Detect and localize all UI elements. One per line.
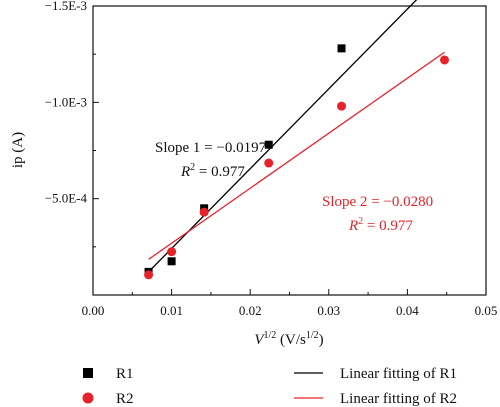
x-tick-label: 0.05 <box>475 303 498 318</box>
legend-label-fit-r1: Linear fitting of R1 <box>340 366 457 382</box>
legend-label-fit-r2: Linear fitting of R2 <box>340 391 457 407</box>
annotation-r2-r2: R2 = 0.977 <box>348 216 413 234</box>
x-tick-label: 0.00 <box>82 303 105 318</box>
x-tick-label: 0.01 <box>160 303 183 318</box>
x-axis-title-var: V <box>254 332 265 348</box>
data-point-r1 <box>167 257 176 266</box>
data-points <box>144 44 449 280</box>
data-point-r2 <box>439 55 449 65</box>
legend-label-r2: R2 <box>116 391 134 407</box>
annotation-r1-r2: R2 = 0.977 <box>180 162 245 180</box>
annotation-r2-r2-value: = 0.977 <box>363 218 413 234</box>
x-axis-title-tail: (V/s <box>276 332 306 348</box>
plot-frame <box>92 5 487 296</box>
data-point-r1 <box>264 140 273 149</box>
annotation-r2-r2-sup: 2 <box>358 216 363 227</box>
x-axis-title-tail-sup: 1/2 <box>306 330 319 341</box>
y-axis-title: ip (A) <box>10 132 26 168</box>
annotation-r1-r2-label: R <box>180 164 190 180</box>
annotation-r2-r2-label: R <box>348 218 358 234</box>
legend-marker-r1 <box>83 368 93 378</box>
annotation-r1-r2-sup: 2 <box>190 162 195 173</box>
legend-marker-r2 <box>82 392 94 404</box>
annotation-r1-slope: Slope 1 = −0.0197 <box>155 140 267 156</box>
x-tick-label: 0.03 <box>317 303 340 318</box>
legend-label-r1: R1 <box>116 366 134 382</box>
y-tick-label: −1.0E-3 <box>45 94 87 109</box>
y-tick-label: −5.0E-4 <box>45 191 88 206</box>
data-point-r2 <box>264 158 274 168</box>
annotation-r2-slope: Slope 2 = −0.0280 <box>322 194 433 210</box>
fit-line-r1 <box>148 0 418 273</box>
x-axis-title-end: ) <box>319 332 324 348</box>
x-tick-label: 0.02 <box>239 303 262 318</box>
annotation-r1-r2-value: = 0.977 <box>195 164 245 180</box>
fit-line-r2 <box>148 51 445 260</box>
axis-ticks: 0.00 0.01 0.02 0.03 0.04 0.05 −1.5E-3 −1.0E-3 −5… <box>45 0 498 318</box>
data-point-r2 <box>199 207 209 217</box>
fit-lines <box>148 0 445 273</box>
data-point-r1 <box>337 44 346 53</box>
data-point-r2 <box>144 270 154 280</box>
data-point-r2 <box>337 101 347 111</box>
y-tick-label: −1.5E-3 <box>45 0 87 13</box>
x-axis-title-sup: 1/2 <box>264 330 277 341</box>
legend: R1 R2 Linear fitting of R1 Linear fittin… <box>82 366 457 407</box>
x-axis-title: V1/2 (V/s1/2) <box>254 330 323 348</box>
data-point-r2 <box>167 247 177 257</box>
x-tick-label: 0.04 <box>396 303 419 318</box>
